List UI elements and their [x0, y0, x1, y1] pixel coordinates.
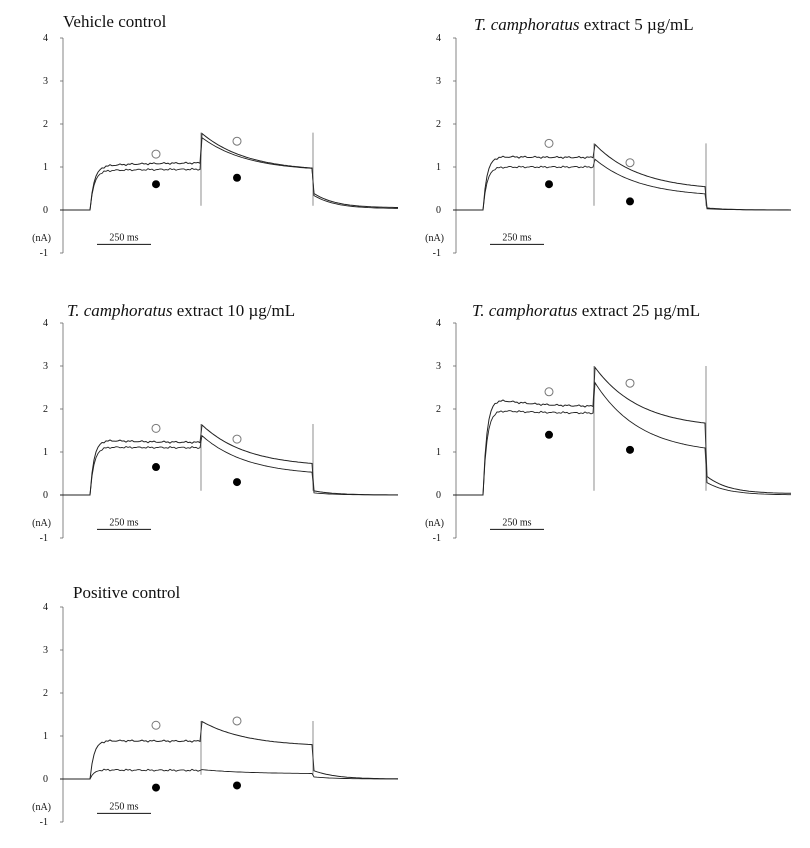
y-tick-label: 1	[436, 162, 441, 173]
y-unit-label: (nA)	[32, 802, 51, 813]
open-circle-marker	[232, 434, 242, 444]
scale-bar-label: 250 ms	[109, 517, 138, 528]
y-tick-label: 2	[436, 119, 441, 130]
filled-circle-marker	[152, 463, 160, 472]
y-tick-label: -1	[40, 248, 48, 259]
open-circle-marker	[232, 716, 242, 726]
y-tick-label: 2	[43, 688, 48, 699]
y-tick-label: 2	[43, 404, 48, 415]
title-concentration: extract 5 µg/mL	[579, 15, 693, 34]
y-tick-label: -1	[40, 533, 48, 544]
panel-2: T. camphoratus extract 5 µg/mL 4 3 2 1 0 -1 (nA…	[425, 15, 792, 259]
title-species: T. camphoratus	[474, 15, 580, 34]
trace-treated-series	[60, 768, 399, 780]
scale-bar-label: 250 ms	[502, 232, 531, 243]
open-circle-marker	[151, 720, 161, 730]
title-species: T. camphoratus	[472, 301, 578, 320]
trace-control-series	[60, 423, 398, 496]
y-unit-label: (nA)	[32, 233, 51, 244]
panel-title: Vehicle control	[63, 12, 167, 31]
panel-3: T. camphoratus extract 10 µg/mL 4 3 2 1 0 -1 (n…	[32, 301, 399, 544]
title-species: T. camphoratus	[67, 301, 173, 320]
title-concentration: extract 10 µg/mL	[172, 301, 295, 320]
filled-circle-marker	[233, 478, 241, 487]
scale-bar-label: 250 ms	[109, 801, 138, 812]
y-tick-label: 3	[43, 645, 48, 656]
y-tick-label: 4	[43, 318, 48, 329]
trace-control-series	[60, 132, 398, 211]
trace-control-series	[453, 143, 792, 211]
y-tick-label: -1	[433, 533, 441, 544]
y-tick-label: 4	[436, 33, 441, 44]
y-tick-label: 0	[436, 490, 441, 501]
y-tick-label: 4	[43, 602, 48, 613]
panel-title: T. camphoratus extract 5 µg/mL	[474, 15, 694, 34]
y-tick-label: 3	[436, 361, 441, 372]
title-concentration: extract 25 µg/mL	[577, 301, 700, 320]
panel-title: Positive control	[73, 583, 180, 602]
open-circle-marker	[544, 387, 554, 397]
y-tick-label: -1	[40, 817, 48, 828]
y-tick-label: 0	[43, 490, 48, 501]
filled-circle-marker	[545, 430, 553, 439]
open-circle-marker	[544, 138, 554, 148]
scale-bar-label: 250 ms	[109, 232, 138, 243]
trace-control-series	[60, 720, 398, 780]
open-circle-marker	[625, 378, 635, 388]
y-unit-label: (nA)	[425, 518, 444, 529]
y-tick-label: 1	[43, 731, 48, 742]
y-tick-label: 2	[436, 404, 441, 415]
y-tick-label: 4	[43, 33, 48, 44]
y-tick-label: 3	[43, 361, 48, 372]
y-tick-label: -1	[433, 248, 441, 259]
filled-circle-marker	[152, 180, 160, 189]
open-circle-marker	[151, 149, 161, 159]
y-tick-label: 0	[436, 205, 441, 216]
filled-circle-marker	[233, 781, 241, 790]
y-tick-label: 1	[436, 447, 441, 458]
panel-5: Positive control 4 3 2 1 0 -1 (nA) 250 ms	[32, 583, 399, 828]
scale-bar-label: 250 ms	[502, 517, 531, 528]
y-tick-label: 0	[43, 774, 48, 785]
y-tick-label: 4	[436, 318, 441, 329]
y-unit-label: (nA)	[32, 518, 51, 529]
panel-title: T. camphoratus extract 10 µg/mL	[67, 301, 295, 320]
trace-treated-series	[60, 136, 398, 211]
trace-treated-series	[453, 381, 791, 496]
filled-circle-marker	[152, 783, 160, 792]
y-tick-label: 3	[43, 76, 48, 87]
y-tick-label: 0	[43, 205, 48, 216]
y-tick-label: 1	[43, 162, 48, 173]
filled-circle-marker	[545, 180, 553, 189]
trace-treated-series	[60, 434, 399, 496]
y-tick-label: 2	[43, 119, 48, 130]
panel-4: T. camphoratus extract 25 µg/mL 4 3 2 1 0 -1 (n…	[425, 301, 791, 544]
open-circle-marker	[232, 136, 242, 146]
trace-treated-series	[453, 158, 791, 211]
open-circle-marker	[151, 423, 161, 433]
panel-title: T. camphoratus extract 25 µg/mL	[472, 301, 700, 320]
filled-circle-marker	[626, 197, 634, 206]
y-tick-label: 3	[436, 76, 441, 87]
trace-control-series	[453, 366, 791, 496]
open-circle-marker	[625, 158, 635, 168]
filled-circle-marker	[233, 173, 241, 182]
y-tick-label: 1	[43, 447, 48, 458]
y-unit-label: (nA)	[425, 233, 444, 244]
filled-circle-marker	[626, 445, 634, 454]
panel-1: Vehicle control 4 3 2 1 0 -1 (nA) 250 ms	[32, 12, 398, 259]
